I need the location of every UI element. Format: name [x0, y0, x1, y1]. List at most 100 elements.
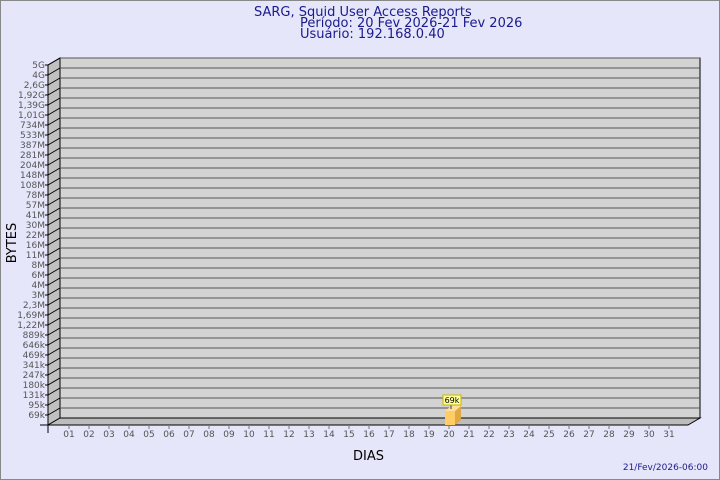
x-tick-label: 12 — [283, 430, 294, 440]
y-tick-diagonal — [47, 127, 61, 136]
x-tick-label: 20 — [443, 430, 455, 440]
x-tick-label: 07 — [183, 430, 194, 440]
y-tick-diagonal — [47, 157, 61, 166]
bar-data-label: 69k — [445, 396, 460, 405]
bar-top — [445, 406, 461, 411]
y-tick-label: 341k — [23, 361, 46, 371]
y-tick-label: 8M — [32, 261, 46, 271]
x-tick-label: 25 — [543, 430, 554, 440]
y-tick-diagonal — [47, 167, 61, 176]
y-tick-diagonal — [47, 337, 61, 346]
y-tick-diagonal — [47, 267, 61, 276]
y-tick-diagonal — [47, 407, 61, 416]
y-tick-diagonal — [47, 177, 61, 186]
y-tick-diagonal — [47, 357, 61, 366]
y-tick-diagonal — [47, 307, 61, 316]
chart-user: Usuário: 192.168.0.40 — [300, 27, 445, 42]
y-tick-diagonal — [47, 187, 61, 196]
floor — [46, 417, 702, 426]
y-tick-diagonal — [47, 137, 61, 146]
x-tick-label: 16 — [363, 430, 375, 440]
x-tick-label: 03 — [103, 430, 114, 440]
y-tick-diagonal — [47, 207, 61, 216]
y-tick-label: 2,3M — [23, 301, 45, 311]
y-tick-diagonal — [47, 327, 61, 336]
x-tick-label: 31 — [663, 430, 674, 440]
y-tick-label: 2,6G — [24, 81, 45, 91]
x-tick-label: 30 — [643, 430, 655, 440]
y-tick-label: 646k — [23, 341, 46, 351]
y-tick-label: 1,69M — [17, 311, 45, 321]
y-tick-label: 95k — [28, 401, 45, 411]
x-tick-label: 15 — [343, 430, 354, 440]
x-tick-label: 27 — [583, 430, 594, 440]
x-tick-label: 26 — [563, 430, 575, 440]
bar-side — [455, 406, 461, 425]
x-tick-label: 22 — [483, 430, 494, 440]
x-tick-label: 02 — [83, 430, 94, 440]
y-tick-label: 30M — [26, 221, 45, 231]
y-tick-diagonal — [47, 57, 61, 66]
y-tick-label: 1,01G — [18, 111, 45, 121]
y-tick-diagonal — [47, 297, 61, 306]
y-tick-diagonal — [47, 107, 61, 116]
bar-front — [445, 411, 455, 425]
y-tick-diagonal — [47, 147, 61, 156]
x-tick-label: 19 — [423, 430, 435, 440]
y-tick-label: 11M — [26, 251, 45, 261]
x-tick-label: 28 — [603, 430, 615, 440]
x-tick-label: 13 — [303, 430, 314, 440]
y-tick-label: 4M — [32, 281, 46, 291]
chart-title: SARG, Squid User Access Reports — [254, 5, 472, 20]
y-tick-diagonal — [47, 87, 61, 96]
y-tick-label: 1,39G — [18, 101, 45, 111]
x-tick-label: 06 — [163, 430, 175, 440]
y-tick-diagonal — [47, 397, 61, 406]
chart-period: Período: 20 Fev 2026-21 Fev 2026 — [300, 16, 522, 31]
y-tick-label: 1,22M — [17, 321, 45, 331]
x-tick-label: 24 — [523, 430, 535, 440]
y-tick-label: 204M — [20, 161, 45, 171]
x-tick-label: 21 — [463, 430, 474, 440]
y-tick-label: 78M — [26, 191, 45, 201]
y-tick-diagonal — [47, 367, 61, 376]
x-tick-label: 05 — [143, 430, 154, 440]
y-tick-label: 281M — [20, 151, 45, 161]
x-tick-label: 01 — [63, 430, 74, 440]
y-tick-diagonal — [47, 347, 61, 356]
y-tick-label: 148M — [20, 171, 45, 181]
y-tick-diagonal — [47, 227, 61, 236]
bar-label-box — [442, 394, 462, 406]
y-axis-label: BYTES — [5, 223, 20, 264]
y-tick-label: 1,92G — [18, 91, 45, 101]
x-tick-label: 08 — [203, 430, 215, 440]
y-tick-label: 180k — [23, 381, 46, 391]
y-tick-diagonal — [47, 287, 61, 296]
y-tick-diagonal — [47, 257, 61, 266]
y-tick-label: 41M — [26, 211, 45, 221]
y-tick-diagonal — [47, 277, 61, 286]
y-tick-label: 131k — [23, 391, 46, 401]
y-tick-diagonal — [47, 67, 61, 76]
y-tick-diagonal — [47, 377, 61, 386]
x-tick-label: 11 — [263, 430, 274, 440]
y-tick-label: 387M — [20, 141, 45, 151]
y-tick-diagonal — [47, 317, 61, 326]
y-tick-label: 57M — [26, 201, 45, 211]
y-tick-diagonal — [47, 387, 61, 396]
y-tick-diagonal — [47, 197, 61, 206]
footer-timestamp: 21/Fev/2026-06:00 — [623, 463, 708, 473]
y-tick-label: 469k — [23, 351, 46, 361]
y-tick-diagonal — [47, 237, 61, 246]
y-tick-label: 247k — [23, 371, 46, 381]
y-tick-label: 16M — [26, 241, 45, 251]
y-tick-label: 4G — [32, 71, 45, 81]
y-tick-label: 734M — [20, 121, 45, 131]
x-tick-label: 17 — [383, 430, 394, 440]
y-tick-label: 3M — [32, 291, 46, 301]
y-tick-label: 533M — [20, 131, 45, 141]
y-tick-label: 108M — [20, 181, 45, 191]
y-tick-label: 22M — [26, 231, 45, 241]
x-tick-label: 29 — [623, 430, 635, 440]
x-tick-label: 23 — [503, 430, 514, 440]
